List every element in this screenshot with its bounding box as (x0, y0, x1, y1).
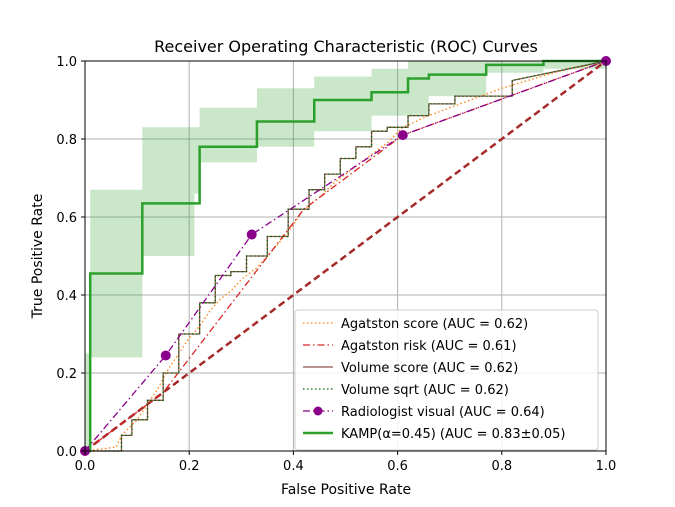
x-tick-label: 0.2 (179, 459, 200, 474)
y-tick-label: 0.6 (56, 211, 77, 226)
y-tick-label: 0.2 (56, 367, 77, 382)
x-tick-label: 0.6 (387, 459, 408, 474)
series-line-0 (84, 60, 607, 452)
legend-entry-label: Volume sqrt (AUC = 0.62) (341, 383, 509, 398)
legend-marker (313, 406, 323, 416)
series-lines (84, 59, 607, 453)
legend-entry-label: Agatston risk (AUC = 0.61) (341, 339, 517, 354)
legend-entry-label: Agatston score (AUC = 0.62) (341, 317, 528, 332)
y-tick-label: 1.0 (56, 55, 77, 70)
series-line-5 (85, 59, 606, 453)
legend-entry-label: KAMP(α=0.45) (AUC = 0.83±0.05) (341, 427, 566, 442)
series-line-4 (84, 60, 607, 452)
x-axis-label: False Positive Rate (281, 482, 411, 498)
legend-entry-label: Radiologist visual (AUC = 0.64) (341, 405, 545, 420)
series-line-3 (85, 60, 607, 452)
kamp-band-area (85, 61, 606, 451)
series-marker (160, 350, 171, 361)
y-tick-label: 0.8 (56, 133, 77, 148)
kamp-confidence-band (85, 61, 606, 451)
diagonal-line (84, 59, 607, 453)
y-tick-label: 0.0 (56, 445, 77, 460)
series-marker (397, 130, 408, 141)
x-tick-label: 1.0 (596, 459, 617, 474)
legend: Agatston score (AUC = 0.62) Agatston risk… (294, 309, 599, 451)
legend-box (294, 309, 599, 451)
y-tick-label: 0.4 (56, 289, 77, 304)
x-tick-label: 0.8 (491, 459, 512, 474)
y-axis-label: True Positive Rate (30, 194, 46, 320)
x-tick-label: 0.4 (283, 459, 304, 474)
chart-title: Receiver Operating Characteristic (ROC) … (154, 37, 538, 56)
axis-ticks: 0.0 0.2 0.4 0.6 0.8 1.0 0.0 0.2 0.4 0.6 0.8 1.0 (56, 55, 616, 474)
series-marker (246, 229, 257, 240)
chance-diagonal (84, 59, 607, 453)
plot-area-frame (84, 60, 607, 452)
legend-entry-label: Volume score (AUC = 0.62) (341, 361, 518, 376)
x-tick-label: 0.0 (75, 459, 96, 474)
